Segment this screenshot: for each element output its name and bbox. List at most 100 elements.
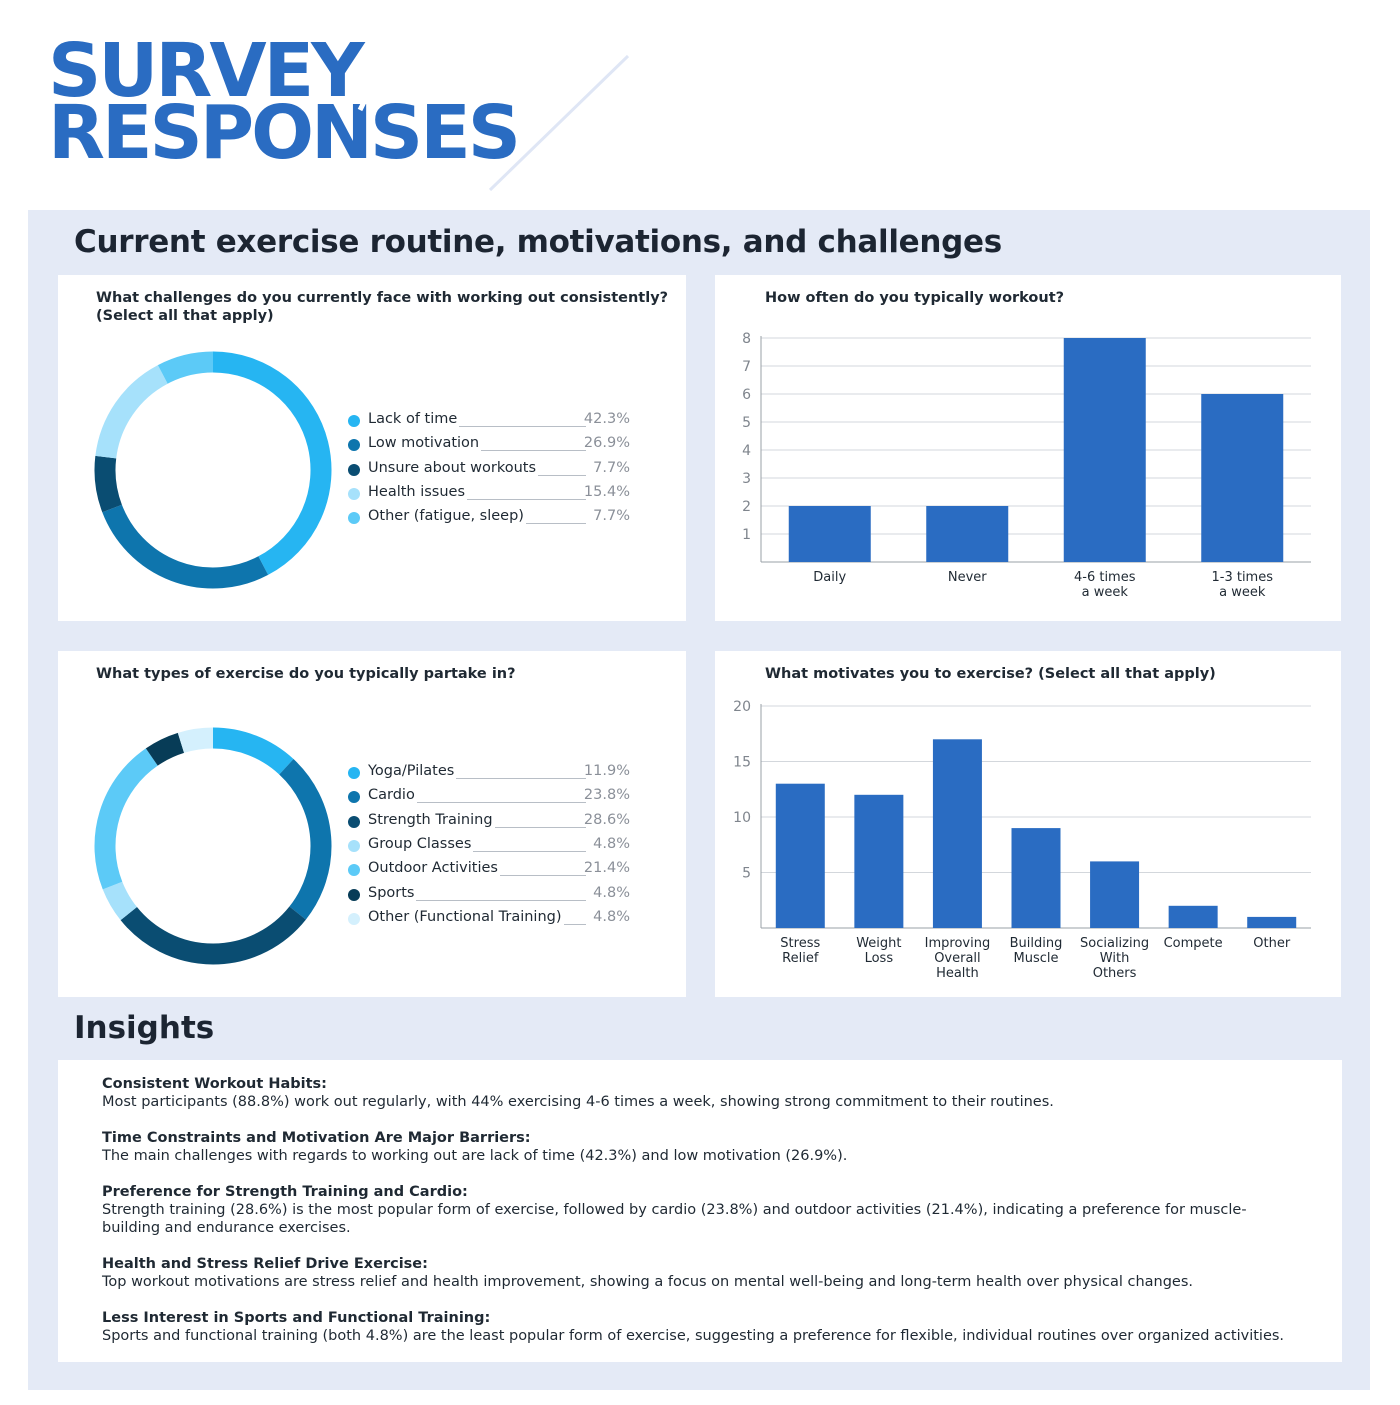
bar-4-6 times-a week	[1063, 338, 1146, 562]
y-tick-label: 6	[742, 387, 751, 403]
x-tick-label: Daily	[813, 570, 846, 585]
legend-item: Low motivation 26.9%	[348, 433, 630, 455]
legend-item: Other (Functional Training) 4.8%	[348, 907, 630, 929]
x-tick-label: 1-3 times a week	[1211, 570, 1273, 600]
y-tick-label: 5	[742, 866, 751, 882]
legend-swatch	[348, 512, 360, 525]
y-tick-label: 2	[742, 499, 751, 515]
legend-swatch	[348, 415, 360, 427]
donut-slice-sports	[145, 732, 185, 766]
x-tick-label: Never	[948, 570, 987, 585]
chart-title: What motivates you to exercise? (Select …	[765, 666, 1216, 682]
challenges-legend: Lack of time 42.3% Low motivation 26.9% Unsu…	[348, 409, 630, 539]
legend-swatch	[348, 839, 360, 852]
chart-title: How often do you typically workout?	[765, 290, 1065, 306]
motivations-card: What motivates you to exercise? (Select …	[715, 651, 1341, 997]
legend-swatch	[348, 439, 360, 452]
insight-body: Strength training (28.6%) is the most po…	[102, 1202, 1247, 1236]
legend-label: Health issues	[368, 483, 468, 500]
insight-item: Preference for Strength Training and Car…	[102, 1183, 1302, 1237]
legend-value: 26.9%	[583, 435, 630, 452]
insight-body: Top workout motivations are stress relie…	[102, 1274, 1194, 1290]
section-title: Current exercise routine, motivations, a…	[74, 224, 1002, 260]
legend-label: Sports	[368, 884, 417, 901]
insight-item: Health and Stress Relief Drive Exercise:…	[102, 1255, 1302, 1291]
insight-body: Most participants (88.8%) work out regul…	[102, 1094, 1054, 1110]
legend-value: 23.8%	[583, 787, 630, 804]
legend-item: Yoga/Pilates 11.9%	[348, 761, 630, 783]
legend-value: 11.9%	[583, 763, 630, 779]
legend-value: 28.6%	[583, 811, 630, 828]
legend-leader-line	[368, 498, 586, 500]
legend-swatch	[348, 487, 360, 500]
bar-building-muscle	[1011, 828, 1061, 928]
donut-slice-other-functional-training	[177, 727, 214, 753]
insight-item: Consistent Workout Habits: Most particip…	[102, 1075, 1302, 1111]
legend-label: Outdoor Activities	[368, 860, 500, 877]
y-tick-label: 20	[733, 699, 751, 715]
y-tick-label: 3	[742, 471, 751, 487]
legend-label: Low motivation	[368, 435, 482, 452]
exercise-types-card: What types of exercise do you typically …	[58, 651, 686, 997]
insight-body: Sports and functional training (both 4.8…	[102, 1328, 1285, 1344]
donut-slice-low-motivation	[102, 504, 269, 589]
y-tick-label: 4	[742, 443, 751, 459]
legend-value: 7.7%	[593, 459, 630, 476]
bar-compete	[1168, 905, 1218, 928]
frequency-card: How often do you typically workout? 1 2 3 4…	[715, 275, 1341, 621]
legend-label: Yoga/Pilates	[368, 763, 457, 779]
insight-title: Less Interest in Sports and Functional T…	[102, 1310, 491, 1326]
legend-label: Other (Functional Training)	[368, 908, 564, 925]
bar-other	[1247, 916, 1297, 928]
insights-title: Insights	[74, 1010, 215, 1046]
y-tick-label: 1	[742, 527, 751, 543]
legend-item: Health issues 15.4%	[348, 482, 630, 504]
x-tick-label: 4-6 times a week	[1074, 570, 1136, 600]
bar-never	[926, 506, 1009, 562]
legend-item: Strength Training 28.6%	[348, 810, 630, 832]
legend-item: Outdoor Activities 21.4%	[348, 858, 630, 880]
legend-label: Cardio	[368, 787, 417, 804]
bar-stress-relief	[775, 783, 825, 928]
legend-swatch	[348, 888, 360, 901]
legend-label: Lack of time	[368, 411, 460, 427]
legend-value: 42.3%	[583, 411, 630, 427]
frequency-bar-chart: 1 2 3 4 5 6 7 8 Daily Never 4-6 times a week 1-3 tim…	[742, 331, 1311, 600]
legend-value: 4.8%	[593, 884, 630, 901]
y-tick-label: 5	[742, 415, 751, 431]
legend-value: 7.7%	[593, 508, 630, 525]
legend-label: Strength Training	[368, 811, 495, 828]
legend-label: Group Classes	[368, 835, 474, 852]
donut-slice-outdoor-activities	[94, 748, 158, 890]
x-tick-label: Other	[1253, 936, 1291, 951]
legend-swatch	[348, 767, 360, 779]
legend-value: 4.8%	[593, 908, 630, 925]
exercise-types-legend: Yoga/Pilates 11.9% Cardio 23.8% Strength Tra…	[348, 761, 630, 931]
donut-slice-unsure-about-workouts	[94, 455, 123, 513]
y-tick-label: 10	[733, 810, 751, 826]
insight-title: Time Constraints and Motivation Are Majo…	[102, 1130, 531, 1146]
legend-swatch	[348, 815, 360, 828]
bar-improving-overall-health	[932, 739, 982, 928]
donut-slice-lack-of-time	[212, 351, 332, 575]
legend-leader-line	[368, 426, 586, 427]
bar-daily	[788, 506, 871, 562]
bar-socializing-with-others	[1090, 861, 1140, 928]
y-tick-label: 8	[742, 331, 751, 347]
insight-item: Time Constraints and Motivation Are Majo…	[102, 1129, 1302, 1165]
legend-leader-line	[368, 850, 586, 852]
page-header: SURVEY RESPONSES	[48, 30, 648, 200]
legend-swatch	[348, 791, 360, 804]
legend-leader-line	[368, 778, 586, 779]
insights-card: Consistent Workout Habits: Most particip…	[58, 1060, 1342, 1362]
legend-label: Other (fatigue, sleep)	[368, 508, 526, 525]
legend-swatch	[348, 463, 360, 476]
insight-title: Preference for Strength Training and Car…	[102, 1184, 468, 1200]
legend-item: Cardio 23.8%	[348, 785, 630, 807]
legend-item: Unsure about workouts 7.7%	[348, 458, 630, 480]
legend-value: 4.8%	[593, 835, 630, 852]
donut-slice-group-classes	[102, 881, 138, 921]
challenges-donut	[94, 351, 332, 589]
legend-item: Lack of time 42.3%	[348, 409, 630, 431]
insight-title: Consistent Workout Habits:	[102, 1076, 327, 1092]
